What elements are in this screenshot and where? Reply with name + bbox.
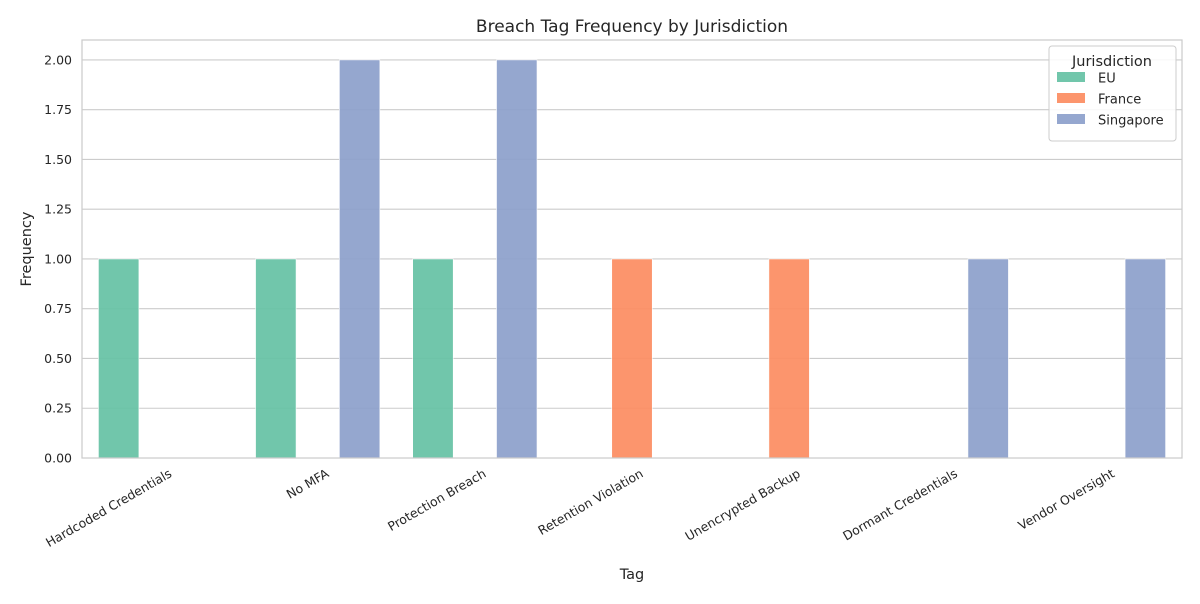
- x-tick-label: Vendor Oversight: [1015, 466, 1117, 533]
- legend-items: EU France Singapore: [1057, 72, 1164, 129]
- x-tick-labels: Hardcoded Credentials No MFA Protection Br…: [43, 465, 1117, 550]
- y-tick-label: 0.25: [44, 401, 72, 416]
- y-tick-label: 1.00: [44, 251, 72, 266]
- legend: Jurisdiction EU France Singapore: [1048, 45, 1177, 142]
- y-tick-label: 1.75: [44, 102, 72, 117]
- bar: [1124, 258, 1166, 459]
- bars: [98, 59, 1166, 459]
- x-tick-label: No MFA: [284, 465, 332, 501]
- bar: [967, 258, 1009, 459]
- y-tick-label: 0.00: [44, 451, 72, 466]
- y-tick-label: 0.50: [44, 351, 72, 366]
- legend-title: Jurisdiction: [1071, 54, 1152, 70]
- x-axis-label: Tag: [619, 567, 645, 583]
- x-tick-label: Hardcoded Credentials: [43, 466, 174, 550]
- y-axis-label: Frequency: [19, 211, 35, 286]
- legend-swatch: [1057, 114, 1085, 124]
- chart-title: Breach Tag Frequency by Jurisdiction: [476, 17, 788, 37]
- y-tick-labels: 0.00 0.25 0.50 0.75 1.00 1.25 1.50 1.75 2.00: [44, 52, 72, 465]
- bar: [611, 258, 653, 459]
- x-tick-label: Dormant Credentials: [840, 466, 960, 544]
- plot-frame: [81, 39, 1183, 459]
- y-tick-label: 1.25: [44, 202, 72, 217]
- x-tick-label: Protection Breach: [385, 466, 488, 534]
- y-tick-label: 0.75: [44, 301, 72, 316]
- x-tick-label: Unencrypted Backup: [682, 466, 802, 544]
- bar: [768, 258, 810, 459]
- x-tick-label: Retention Violation: [535, 466, 645, 538]
- y-tick-label: 1.50: [44, 152, 72, 167]
- bar: [98, 258, 140, 459]
- legend-label: France: [1098, 93, 1141, 108]
- bar: [412, 258, 454, 459]
- legend-label: Singapore: [1098, 114, 1164, 129]
- bar: [255, 258, 297, 459]
- y-tick-label: 2.00: [44, 52, 72, 67]
- legend-swatch: [1057, 72, 1085, 82]
- bar: [339, 59, 381, 459]
- bar: [496, 59, 538, 459]
- legend-swatch: [1057, 93, 1085, 103]
- legend-label: EU: [1098, 72, 1116, 87]
